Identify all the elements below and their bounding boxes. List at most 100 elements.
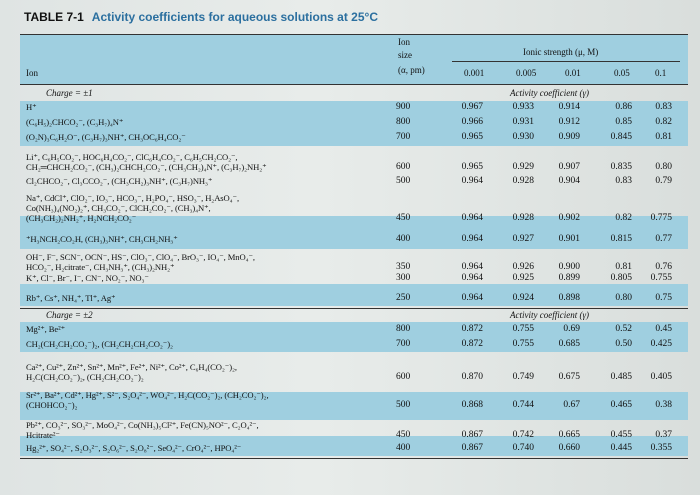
activity-coefficient: 0.964 bbox=[461, 234, 483, 244]
activity-coefficient: 0.931 bbox=[512, 117, 534, 127]
activity-coefficient: 0.966 bbox=[461, 117, 483, 127]
activity-coefficient: 0.964 bbox=[461, 273, 483, 283]
activity-coefficient: 0.675 bbox=[558, 372, 580, 382]
table-caption: Activity coefficients for aqueous soluti… bbox=[91, 10, 378, 24]
activity-coefficient: 0.815 bbox=[610, 234, 632, 244]
ion-size-value: 900 bbox=[396, 102, 411, 112]
activity-coefficient: 0.425 bbox=[650, 339, 672, 349]
ion-list: ⁺H₃NCH₂CO₂H, (CH₃)₃NH⁺, CH₃CH₂NH₃⁺ bbox=[26, 234, 178, 244]
ionic-strength-col: 0.005 bbox=[516, 68, 537, 78]
ionic-strength-col: 0.1 bbox=[655, 68, 667, 78]
activity-coefficient: 0.79 bbox=[655, 176, 672, 186]
ion-size-value: 450 bbox=[396, 430, 411, 440]
activity-coefficient: 0.465 bbox=[610, 400, 632, 410]
activity-coefficient: 0.660 bbox=[558, 443, 580, 453]
activity-coefficient: 0.925 bbox=[512, 273, 534, 283]
charge-label: Charge = ±2 bbox=[46, 310, 93, 320]
activity-coefficient: 0.927 bbox=[512, 234, 534, 244]
activity-coefficient: 0.86 bbox=[615, 102, 632, 112]
activity-coefficient: 0.69 bbox=[563, 324, 580, 334]
activity-coefficient: 0.924 bbox=[512, 293, 534, 303]
ion-list: CH₂═CHCH₂CO₂⁻, (CH₃)₂CHCH₂CO₂⁻, (CH₃CH₂)… bbox=[26, 162, 267, 172]
activity-coefficient: 0.755 bbox=[512, 324, 534, 334]
activity-coefficient: 0.867 bbox=[461, 443, 483, 453]
header-band bbox=[20, 34, 688, 85]
ion-size-value: 500 bbox=[396, 400, 411, 410]
ion-size-value: 800 bbox=[396, 117, 411, 127]
activity-coefficient: 0.45 bbox=[655, 324, 672, 334]
activity-coefficient: 0.964 bbox=[461, 176, 483, 186]
row-band bbox=[20, 101, 688, 146]
activity-coefficient: 0.907 bbox=[558, 162, 580, 172]
activity-coefficient: 0.38 bbox=[655, 400, 672, 410]
activity-coefficient: 0.755 bbox=[512, 339, 534, 349]
ion-list: Sr²⁺, Ba²⁺, Cd²⁺, Hg²⁺, S²⁻, S₂O₄²⁻, WO₄… bbox=[26, 390, 269, 400]
activity-coefficient: 0.81 bbox=[615, 262, 632, 272]
activity-coefficient: 0.355 bbox=[650, 443, 672, 453]
ionic-strength-col: 0.001 bbox=[464, 68, 485, 78]
activity-coefficient: 0.83 bbox=[655, 102, 672, 112]
activity-coefficient: 0.75 bbox=[655, 293, 672, 303]
activity-coefficient: 0.904 bbox=[558, 176, 580, 186]
activity-coefficient: 0.967 bbox=[461, 102, 483, 112]
ion-size-value: 350 bbox=[396, 262, 411, 272]
activity-coefficient: 0.85 bbox=[615, 117, 632, 127]
row-band bbox=[20, 284, 688, 306]
activity-coefficient: 0.755 bbox=[650, 273, 672, 283]
ion-list: H⁺ bbox=[26, 102, 37, 112]
ionic-strength-header: Ionic strength (μ, M) bbox=[523, 47, 599, 57]
ion-list: HCO₂⁻, H₂citrate⁻, CH₃NH₃⁺, (CH₃)₂NH₂⁺ bbox=[26, 262, 175, 272]
activity-coefficient: 0.870 bbox=[461, 372, 483, 382]
activity-coefficient: 0.805 bbox=[610, 273, 632, 283]
activity-coefficient: 0.964 bbox=[461, 262, 483, 272]
activity-coefficient: 0.82 bbox=[615, 213, 632, 223]
ion-list: CH₂(CH₂CH₂CO₂⁻)₂, (CH₂CH₂CH₂CO₂⁻)₂ bbox=[26, 339, 173, 349]
ion-list: OH⁻, F⁻, SCN⁻, OCN⁻, HS⁻, ClO₃⁻, ClO₄⁻, … bbox=[26, 252, 255, 262]
ion-size-header: size bbox=[398, 50, 412, 60]
activity-coefficient: 0.50 bbox=[615, 339, 632, 349]
ion-size-value: 250 bbox=[396, 293, 411, 303]
ion-list: Ca²⁺, Cu²⁺, Zn²⁺, Sn²⁺, Mn²⁺, Fe²⁺, Ni²⁺… bbox=[26, 362, 237, 372]
activity-coefficient: 0.928 bbox=[512, 176, 534, 186]
ion-list: Cl₂CHCO₂⁻, Cl₃CCO₂⁻, (CH₃CH₂)₃NH⁺, (C₃H₇… bbox=[26, 176, 213, 186]
activity-coefficient: 0.933 bbox=[512, 102, 534, 112]
header-rule bbox=[20, 84, 688, 85]
activity-coefficient: 0.749 bbox=[512, 372, 534, 382]
ion-list: Na⁺, CdCl⁺, ClO₂⁻, IO₃⁻, HCO₃⁻, H₂PO₄⁻, … bbox=[26, 193, 240, 203]
activity-coefficient: 0.83 bbox=[615, 176, 632, 186]
ionic-strength-col: 0.05 bbox=[614, 68, 630, 78]
activity-coefficient: 0.928 bbox=[512, 213, 534, 223]
row-band bbox=[20, 392, 688, 420]
row-band bbox=[20, 322, 688, 352]
ion-list: H₂C(CH₂CO₂⁻)₂, (CH₂CH₂CO₂⁻)₂ bbox=[26, 372, 144, 382]
activity-coefficient: 0.929 bbox=[512, 162, 534, 172]
charge-label: Charge = ±1 bbox=[46, 88, 93, 98]
activity-coefficient: 0.80 bbox=[615, 293, 632, 303]
activity-coefficient: 0.485 bbox=[610, 372, 632, 382]
table-title: TABLE 7-1 Activity coefficients for aqueo… bbox=[24, 10, 378, 24]
ion-list: Co(NH₃)₄(NO₂)₂⁺, CH₃CO₂⁻, ClCH₂CO₂⁻, (CH… bbox=[26, 203, 211, 213]
ion-size-value: 700 bbox=[396, 132, 411, 142]
ion-list: Mg²⁺, Be²⁺ bbox=[26, 324, 66, 334]
ion-size-value: 300 bbox=[396, 273, 411, 283]
ion-size-header: Ion bbox=[398, 37, 410, 47]
activity-coefficient: 0.964 bbox=[461, 213, 483, 223]
activity-coefficient: 0.964 bbox=[461, 293, 483, 303]
activity-coefficient: 0.926 bbox=[512, 262, 534, 272]
activity-coefficient: 0.900 bbox=[558, 262, 580, 272]
ion-list: (C₆H₅)₂CHCO₂⁻, (C₃H₇)₄N⁺ bbox=[26, 117, 124, 127]
ion-list: Li⁺, C₆H₅CO₂⁻, HOC₆H₄CO₂⁻, ClC₆H₄CO₂⁻, C… bbox=[26, 152, 238, 162]
ion-list: (CH₃CH₂)₂NH₂⁺, H₂NCH₂CO₂⁻ bbox=[26, 213, 137, 223]
activity-coefficient: 0.914 bbox=[558, 102, 580, 112]
ion-size-value: 600 bbox=[396, 162, 411, 172]
ion-size-header: (α, pm) bbox=[398, 65, 425, 75]
ion-size-value: 400 bbox=[396, 234, 411, 244]
bottom-rule bbox=[20, 458, 688, 459]
activity-coefficient: 0.76 bbox=[655, 262, 672, 272]
ion-size-value: 500 bbox=[396, 176, 411, 186]
ion-list: Hg₂²⁺, SO₄²⁻, S₂O₃²⁻, S₂O₆²⁻, S₂O₈²⁻, Se… bbox=[26, 443, 242, 453]
activity-coefficient: 0.740 bbox=[512, 443, 534, 453]
activity-coefficient: 0.965 bbox=[461, 132, 483, 142]
activity-coefficient: 0.901 bbox=[558, 234, 580, 244]
